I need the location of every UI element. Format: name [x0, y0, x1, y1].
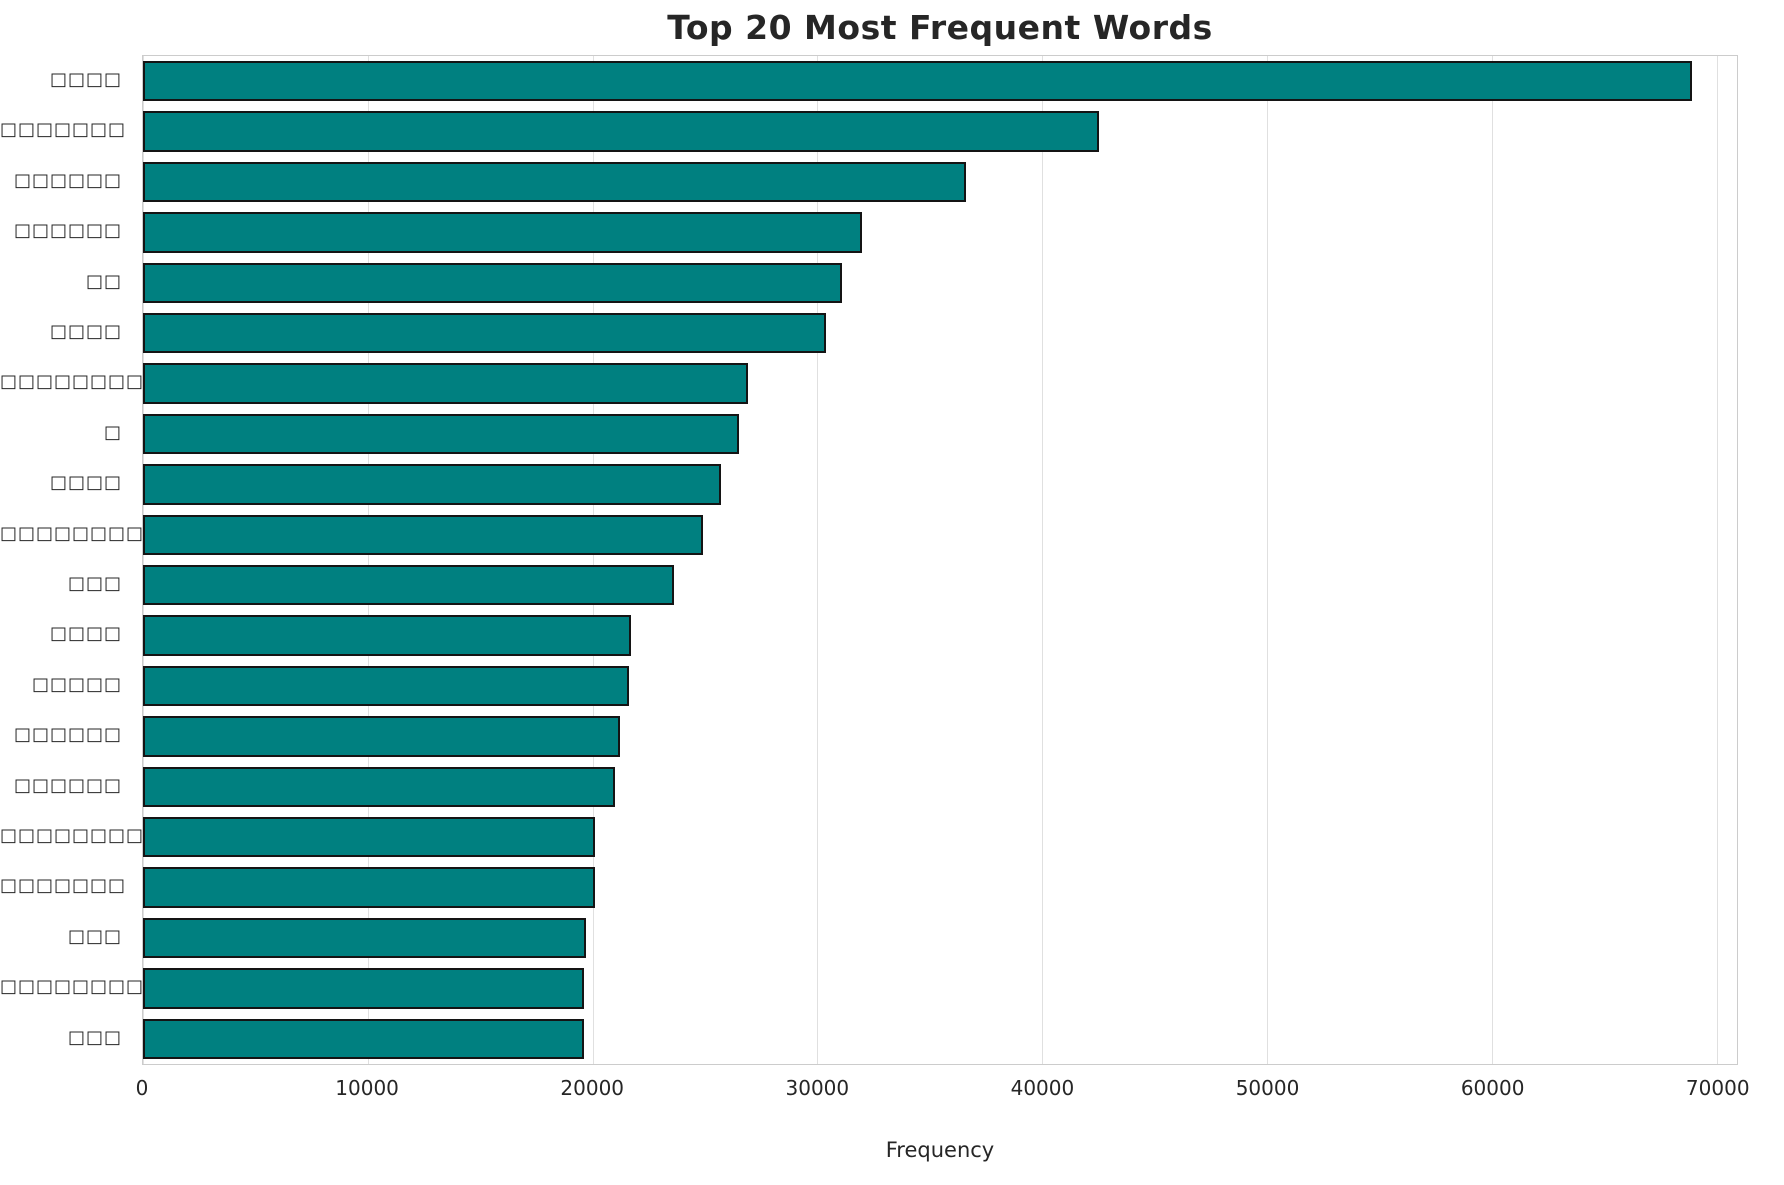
bar — [143, 766, 616, 807]
y-tick-label: □□□ — [67, 1026, 122, 1048]
y-tick-label: □□□□□□□□□ — [0, 522, 163, 544]
y-tick-label: □□□□□□□□ — [0, 976, 145, 998]
y-tick-label: □□□□□□ — [13, 169, 122, 191]
x-tick-label: 70000 — [1685, 1076, 1750, 1100]
y-tick-label: □□□□□ — [31, 673, 122, 695]
bar — [143, 61, 1693, 102]
y-tick-label: □□□□ — [49, 69, 122, 90]
bar — [143, 867, 595, 908]
x-tick-label: 50000 — [1235, 1076, 1300, 1100]
x-tick-label: 60000 — [1460, 1076, 1525, 1100]
bar — [143, 817, 595, 858]
bar — [143, 716, 620, 757]
x-tick-label: 20000 — [560, 1076, 625, 1100]
plot-area — [142, 55, 1738, 1065]
y-tick-label: □□□□ — [49, 321, 122, 342]
gridline — [1042, 56, 1044, 1064]
x-tick-label: 10000 — [335, 1076, 399, 1100]
y-tick-label: □ — [103, 421, 122, 443]
x-tick-label: 0 — [135, 1076, 149, 1100]
bar — [143, 968, 584, 1009]
bar — [143, 514, 703, 555]
bar — [143, 1018, 584, 1059]
x-axis-ticks: 0 10000 20000 30000 40000 50000 60000 70000 — [136, 1076, 1750, 1102]
bar — [143, 161, 966, 203]
gridlines — [143, 56, 1737, 1064]
x-tick-label: 30000 — [785, 1076, 850, 1100]
gridline — [817, 56, 819, 1064]
x-tick-label: 40000 — [1010, 1076, 1075, 1100]
bar — [143, 111, 1099, 152]
bar — [143, 464, 721, 505]
bar — [143, 313, 827, 354]
y-tick-label: □□□□□□□□□ — [0, 371, 163, 393]
y-tick-label: □□□□□□ — [13, 220, 122, 242]
bar — [143, 917, 586, 959]
y-tick-label: □□□□□□ — [13, 774, 122, 796]
x-axis-label: Frequency — [885, 1138, 995, 1162]
y-tick-label: □□□□□□□ — [0, 875, 127, 897]
bar — [143, 262, 843, 303]
bar — [143, 665, 629, 707]
bar — [143, 615, 631, 656]
gridline — [592, 56, 594, 1064]
gridline — [367, 56, 369, 1064]
gridline — [1716, 56, 1718, 1064]
bar — [143, 212, 863, 253]
gridline — [1491, 56, 1493, 1064]
bar — [143, 413, 739, 455]
bar — [143, 363, 748, 404]
y-tick-label: □□□□□□ — [13, 724, 122, 746]
y-tick-label: □□□□ — [49, 623, 122, 645]
gridline — [143, 56, 144, 1064]
y-tick-label: □□ — [85, 270, 122, 292]
y-tick-label: □□□□□□□□ — [0, 825, 145, 846]
bar — [143, 565, 674, 606]
chart-title: Top 20 Most Frequent Words — [667, 8, 1213, 47]
gridline — [1267, 56, 1269, 1064]
y-axis-labels: □□□□ □□□□□□□ □□□□□□ □□□□□□ □□ □□□□ □□□□□□□□□ □ □… — [0, 55, 163, 1065]
y-tick-label: □□□□□□□ — [0, 119, 127, 141]
y-tick-label: □□□□ — [49, 472, 122, 494]
y-tick-label: □□□ — [67, 573, 122, 594]
y-tick-label: □□□ — [67, 925, 122, 947]
